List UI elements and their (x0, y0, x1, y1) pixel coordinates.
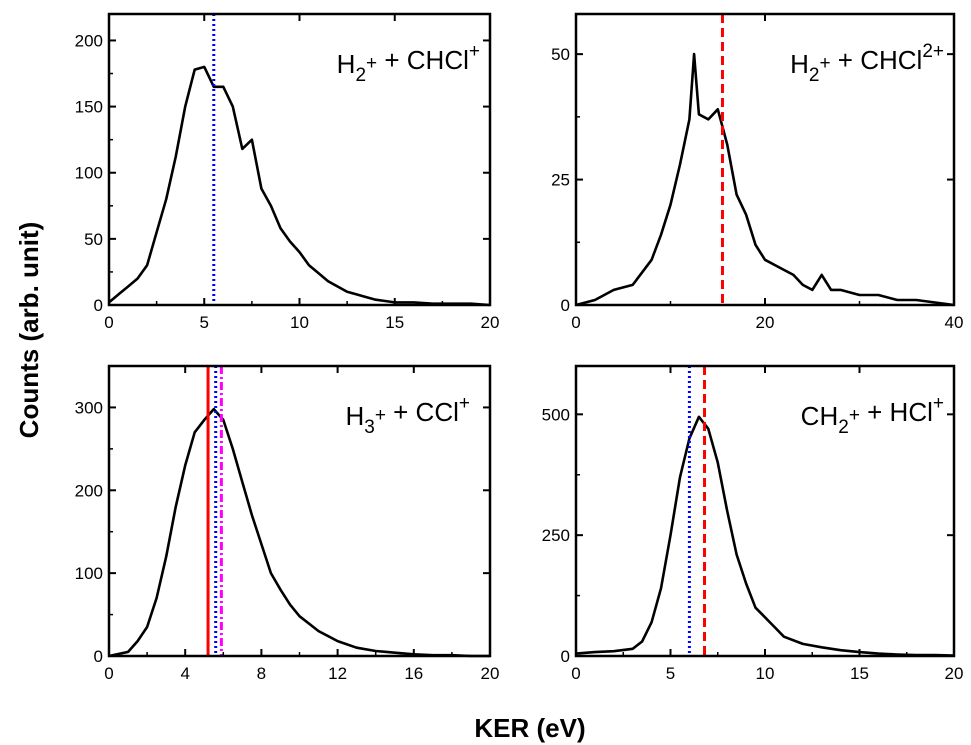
panel-bottom-right: 0 5 10 15 20 0 250 500 CH2+ + HCl+ (542, 364, 964, 683)
x-tick-label: 8 (257, 664, 266, 683)
x-tick-label: 20 (945, 664, 964, 683)
x-tick-label: 15 (850, 664, 869, 683)
y-tick-label: 100 (75, 164, 103, 183)
x-tick-label: 5 (666, 664, 675, 683)
x-tick-label: 0 (104, 313, 113, 332)
series-line-top-right (575, 52, 955, 307)
x-tick-label: 0 (104, 664, 113, 683)
y-tick-label: 0 (94, 296, 103, 315)
y-tick-label: 150 (75, 98, 103, 117)
x-tick-label: 0 (571, 664, 580, 683)
panel-title: H2+ + CHCl2+ (790, 41, 944, 86)
x-tick-label: 15 (385, 313, 404, 332)
x-tick-label: 10 (290, 313, 309, 332)
y-tick-label: 25 (551, 171, 570, 190)
x-tick-label: 5 (200, 313, 209, 332)
y-tick-label: 0 (561, 296, 570, 315)
y-tick-label: 0 (94, 647, 103, 666)
y-axis-label: Counts (arb. unit) (14, 222, 44, 439)
panel-title: CH2+ + HCl+ (801, 393, 944, 438)
x-tick-label: 0 (571, 313, 580, 332)
x-tick-label: 20 (481, 664, 500, 683)
x-tick-label: 20 (481, 313, 500, 332)
series-line-bottom-left (108, 407, 490, 658)
y-tick-label: 200 (75, 31, 103, 50)
series-line-top-left (108, 65, 491, 307)
y-tick-label: 50 (84, 230, 103, 249)
y-tick-label: 50 (551, 45, 570, 64)
x-axis-label: KER (eV) (474, 713, 585, 743)
x-tick-label: 16 (404, 664, 423, 683)
y-tick-label: 100 (75, 564, 103, 583)
series-line-bottom-right (575, 415, 955, 657)
x-tick-label: 10 (756, 664, 775, 683)
panel-title: H3+ + CCl+ (345, 393, 470, 438)
panel-top-right: 0 20 40 0 25 50 H2+ + CHCl2+ (551, 12, 964, 332)
x-tick-label: 40 (945, 313, 964, 332)
x-tick-label: 12 (328, 664, 347, 683)
x-tick-label: 4 (180, 664, 189, 683)
x-tick-label: 20 (756, 313, 775, 332)
y-tick-label: 200 (75, 481, 103, 500)
y-tick-label: 250 (542, 526, 570, 545)
panel-title: H2+ + CHCl+ (337, 41, 480, 86)
y-tick-label: 0 (561, 647, 570, 666)
y-tick-label: 300 (75, 398, 103, 417)
y-tick-label: 500 (542, 405, 570, 424)
